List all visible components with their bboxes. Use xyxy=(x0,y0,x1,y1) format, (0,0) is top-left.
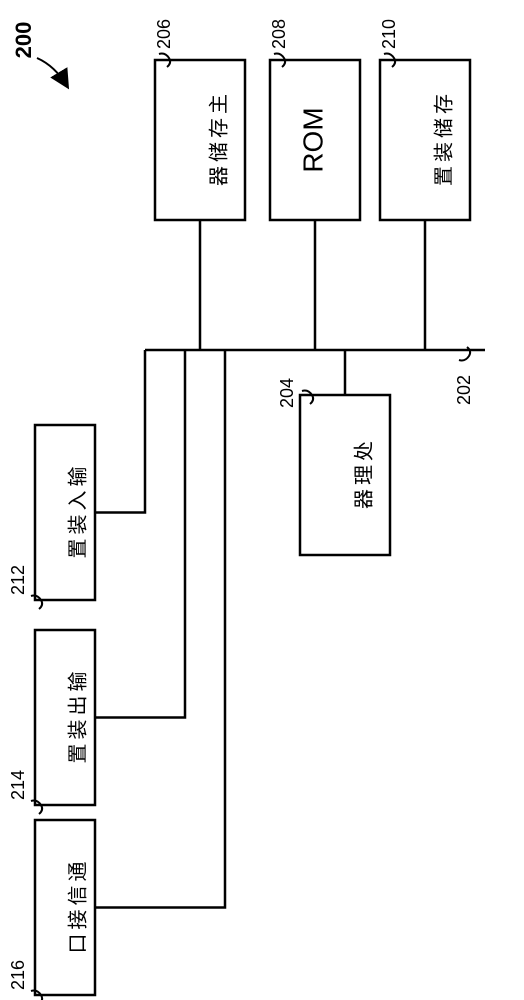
figure-ref: 200 xyxy=(11,22,36,59)
comm-label: 通 xyxy=(66,862,89,882)
rom-ref: 208 xyxy=(269,19,289,49)
output-label: 出 xyxy=(66,696,89,716)
storage-label: 存 xyxy=(432,94,455,114)
comm-ref: 216 xyxy=(8,960,28,990)
storage-block: 存储装置 xyxy=(380,60,470,220)
processor-label: 处 xyxy=(352,441,375,461)
comm-label: 口 xyxy=(67,934,89,954)
output-label: 置 xyxy=(67,744,89,764)
comm-block: 通信接口 xyxy=(35,820,95,995)
input-label: 入 xyxy=(67,491,89,511)
storage-label: 装 xyxy=(432,142,455,162)
input-ref: 212 xyxy=(8,565,28,595)
rom-block: ROM xyxy=(270,60,360,220)
main_mem-label: 存 xyxy=(207,118,230,138)
processor-label: 器 xyxy=(353,489,375,509)
input-label: 置 xyxy=(67,539,89,559)
storage-label: 置 xyxy=(433,166,455,186)
output-ref: 214 xyxy=(8,770,28,800)
output-label: 装 xyxy=(66,720,89,740)
main_mem-label: 储 xyxy=(207,142,230,162)
main-mem-ref: 206 xyxy=(154,19,174,49)
main_mem-block: 主存储器 xyxy=(155,60,245,220)
connector-output xyxy=(95,350,185,718)
main_mem-label: 主 xyxy=(207,94,230,114)
input-block: 输入装置 xyxy=(35,425,95,600)
output-label: 输 xyxy=(66,672,89,692)
input-label: 输 xyxy=(66,467,89,487)
comm-label: 接 xyxy=(66,910,89,930)
processor-ref: 204 xyxy=(277,378,297,408)
input-label: 装 xyxy=(66,515,89,535)
figure-ref-arrow xyxy=(37,58,67,86)
processor-block: 处理器 xyxy=(300,395,390,555)
processor-label: 理 xyxy=(353,465,375,485)
main_mem-label: 器 xyxy=(208,166,230,186)
connector-comm xyxy=(95,350,225,908)
bus-ref: 202 xyxy=(454,375,474,405)
connector-input xyxy=(95,350,145,513)
rom-label: ROM xyxy=(297,107,328,172)
comm-label: 信 xyxy=(66,886,89,906)
storage-label: 储 xyxy=(432,118,455,138)
storage-ref: 210 xyxy=(379,19,399,49)
output-block: 输出装置 xyxy=(35,630,95,805)
